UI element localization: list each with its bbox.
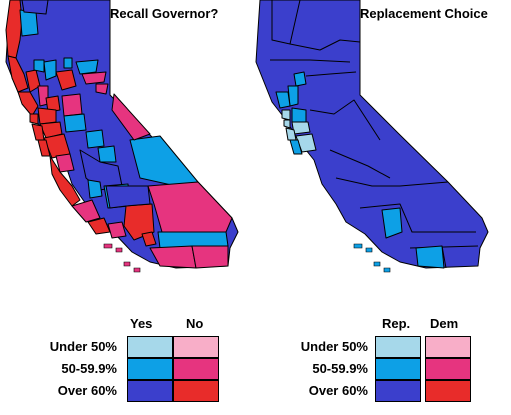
county-san-francisco xyxy=(29,113,39,125)
legend-row-under-50: Under 50% xyxy=(49,339,117,354)
county-san-mateo xyxy=(31,123,45,141)
legend-swatch-yes-over-60 xyxy=(127,380,173,402)
county-mono xyxy=(111,93,151,141)
legend-swatch-yes-50-59 xyxy=(127,358,173,380)
county-ventura xyxy=(107,221,127,239)
county-marin xyxy=(281,109,291,121)
legend-column-dem: Dem xyxy=(430,316,459,331)
recall-map-title: Recall Governor? xyxy=(110,6,219,21)
legend-swatch-rep-under-50 xyxy=(375,336,421,358)
legend-swatch-no-over-60 xyxy=(173,380,219,402)
channel-island-2 xyxy=(365,247,373,253)
legend-column-no: No xyxy=(186,316,204,331)
legend-swatch-no-50-59 xyxy=(173,358,219,380)
legend-swatch-dem-50-59 xyxy=(425,358,471,380)
county-el-dorado xyxy=(81,71,107,85)
county-yolo xyxy=(293,71,307,87)
state-outline xyxy=(255,0,489,269)
legend-swatch-rep-50-59 xyxy=(375,358,421,380)
county-yolo xyxy=(43,59,57,81)
county-kern xyxy=(105,185,151,209)
county-imperial xyxy=(191,245,229,269)
channel-island-3 xyxy=(123,261,131,267)
county-san-luis-obispo xyxy=(71,199,101,223)
county-kings xyxy=(87,179,103,199)
county-merced xyxy=(85,129,105,149)
channel-island-4 xyxy=(383,267,391,273)
county-madera xyxy=(97,145,117,163)
county-mendocino xyxy=(7,55,29,93)
county-stanislaus xyxy=(63,113,87,133)
county-san-joaquin xyxy=(61,93,83,117)
legend-swatch-rep-over-60 xyxy=(375,380,421,402)
channel-island-1 xyxy=(103,243,113,249)
county-monterey xyxy=(49,155,81,207)
county-san-benito xyxy=(55,153,75,173)
replacement-legend: Rep. Dem Under 50% 50-59.9% Over 60% xyxy=(250,316,511,411)
county-sutter xyxy=(63,57,73,69)
legend-row-50-59: 50-59.9% xyxy=(312,361,368,376)
recall-legend: Yes No Under 50% 50-59.9% Over 60% xyxy=(0,316,250,411)
channel-island-3 xyxy=(373,261,381,267)
legend-swatch-yes-under-50 xyxy=(127,336,173,358)
county-humboldt-small xyxy=(33,59,45,73)
county-trinity xyxy=(19,9,39,37)
replacement-choice-map xyxy=(255,0,489,273)
county-inyo xyxy=(129,135,199,187)
channel-island-2 xyxy=(115,247,123,253)
county-sacramento xyxy=(55,69,77,91)
county-del-norte-humboldt xyxy=(5,0,23,59)
legend-swatch-dem-over-60 xyxy=(425,380,471,402)
legend-row-over-60: Over 60% xyxy=(57,383,117,398)
county-contra-costa xyxy=(291,107,307,123)
county-san-diego xyxy=(149,245,197,269)
legend-row-over-60: Over 60% xyxy=(308,383,368,398)
county-sonoma-marin xyxy=(17,91,39,117)
legend-swatch-no-under-50 xyxy=(173,336,219,358)
legend-column-yes: Yes xyxy=(130,316,153,331)
channel-island-1 xyxy=(353,243,363,249)
legend-column-rep: Rep. xyxy=(382,316,411,331)
county-orange xyxy=(141,231,157,247)
county-san-francisco xyxy=(283,119,291,129)
county-imperial xyxy=(415,245,445,269)
channel-island-4 xyxy=(133,267,141,273)
county-san-bernardino xyxy=(147,181,233,233)
legend-row-under-50: Under 50% xyxy=(300,339,368,354)
county-alpine xyxy=(95,83,109,95)
county-los-angeles xyxy=(381,207,403,239)
replacement-map-title: Replacement Choice xyxy=(360,6,488,21)
legend-swatch-dem-under-50 xyxy=(425,336,471,358)
county-sonoma xyxy=(275,91,291,109)
county-placer xyxy=(75,59,99,75)
county-siskiyou-west xyxy=(21,0,49,15)
county-solano xyxy=(45,95,61,113)
recall-governor-map xyxy=(5,0,239,273)
legend-row-50-59: 50-59.9% xyxy=(61,361,117,376)
county-contra-costa xyxy=(37,107,57,125)
county-santa-cruz xyxy=(289,139,303,155)
